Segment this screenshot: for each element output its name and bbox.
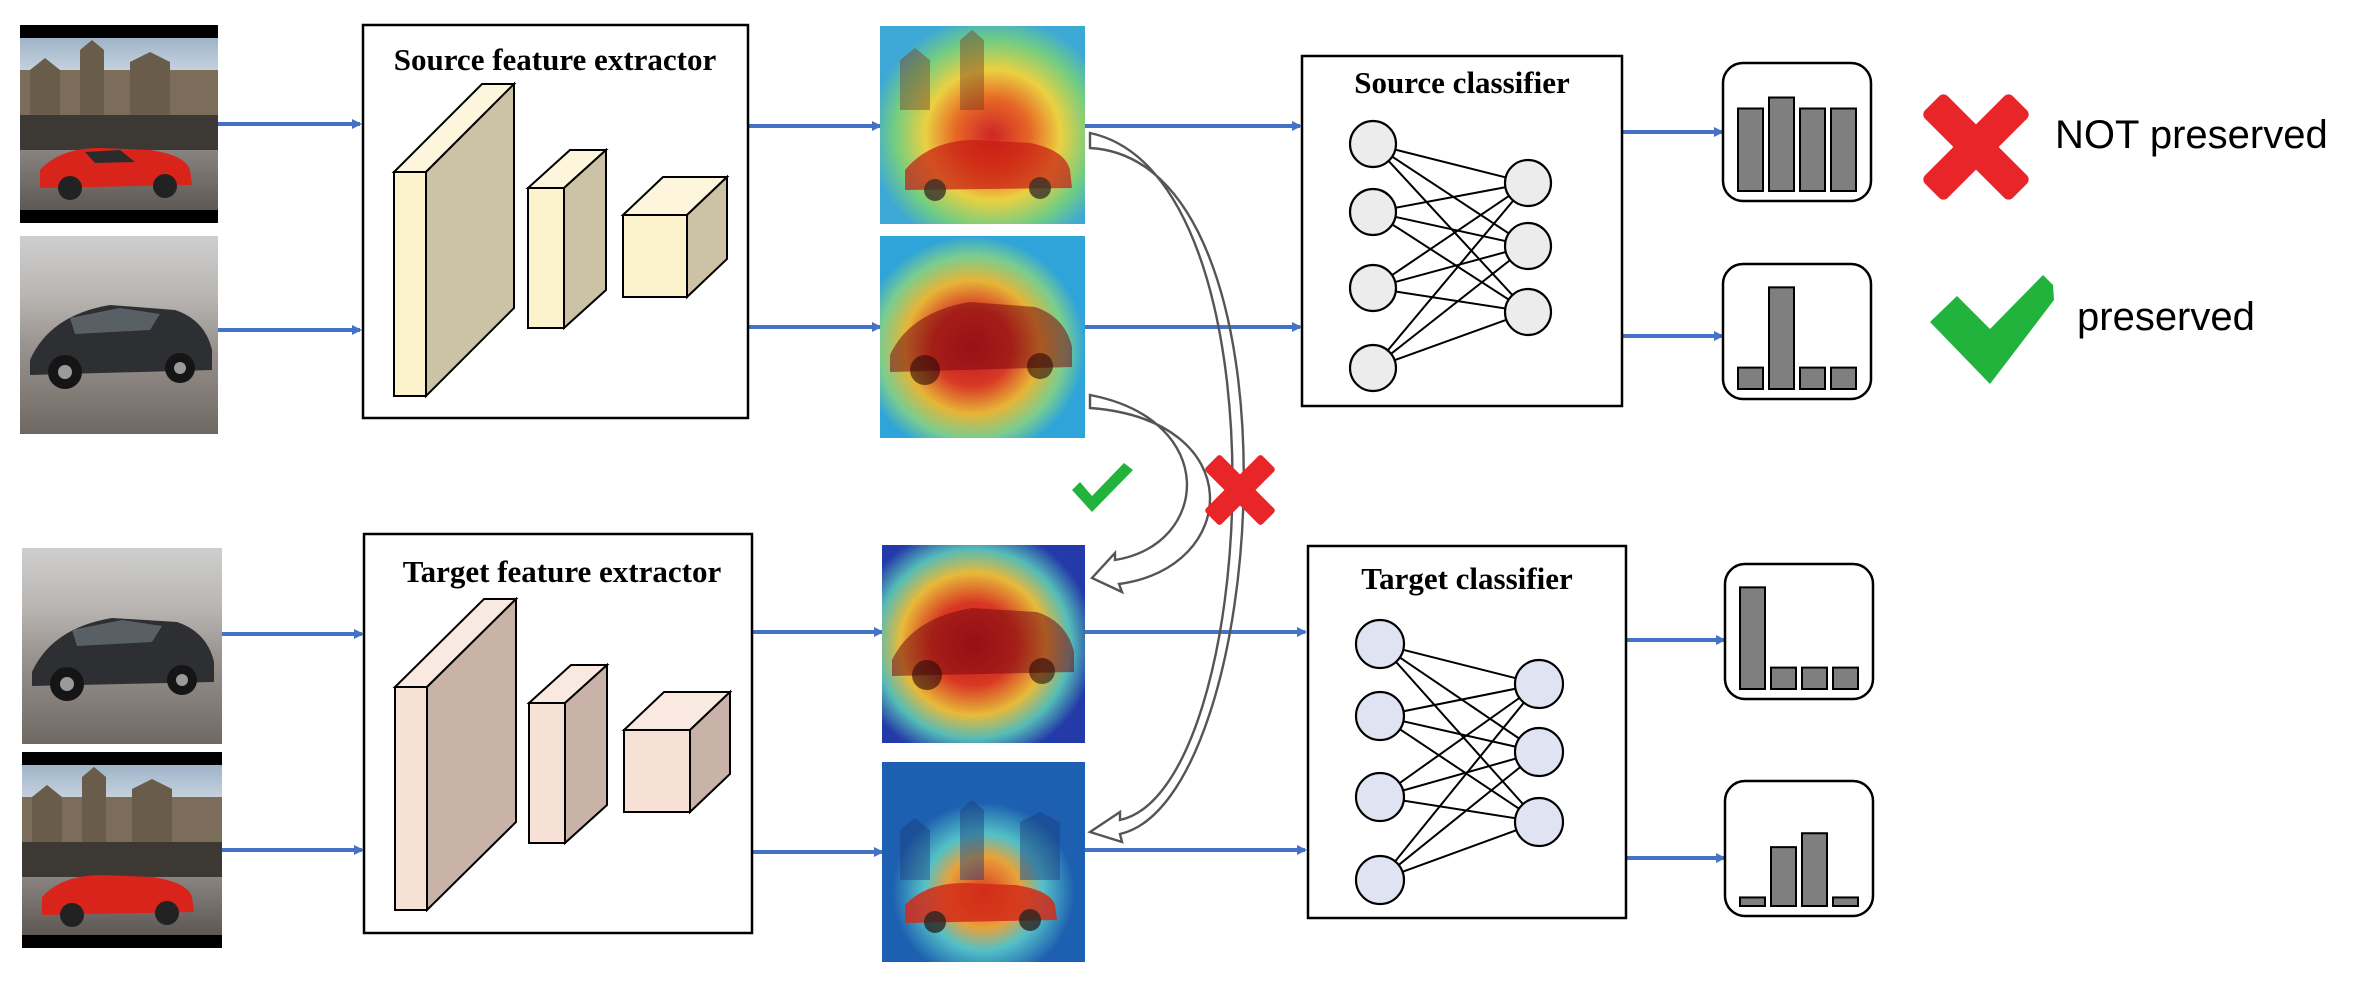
target-output-node — [1513, 726, 1565, 778]
histogram-target-sedan — [1723, 562, 1875, 701]
heatmap-source-sedan — [880, 236, 1085, 438]
output-histograms — [1721, 61, 1875, 918]
source-feature-extractor: Source feature extractor — [361, 23, 750, 420]
source-extractor-title: Source feature extractor — [394, 42, 717, 77]
cross-icon — [1205, 455, 1275, 525]
histogram-bar — [1739, 896, 1766, 908]
target-conv-block-1 — [392, 596, 519, 913]
heatmap-source-sportscar — [880, 26, 1085, 224]
target-conv-block-3 — [621, 689, 733, 815]
histogram-bar — [1737, 366, 1764, 391]
target-input-node — [1354, 690, 1406, 742]
source-output-node — [1503, 158, 1553, 208]
heatmap-target-sportscar — [882, 762, 1085, 962]
transfer-arrow-not-preserved-outer — [1087, 131, 1245, 844]
input-photo-source-sedan — [20, 236, 218, 434]
input-photo-source-sportscar — [20, 25, 218, 223]
source-classifier-edges — [1372, 143, 1529, 369]
source-output-node — [1503, 287, 1553, 337]
histogram-bar — [1832, 666, 1859, 690]
source-input-node — [1348, 119, 1398, 169]
legend-preserved-label: preserved — [2077, 295, 2255, 339]
target-output-node — [1513, 658, 1565, 710]
input-photo-target-sportscar — [22, 752, 222, 948]
source-input-node — [1348, 343, 1398, 393]
histogram-bar — [1830, 107, 1857, 192]
histogram-bar — [1739, 586, 1766, 690]
histogram-bar — [1768, 96, 1795, 192]
histogram-target-sportscar — [1723, 779, 1875, 918]
target-classifier-box — [1306, 544, 1628, 920]
attention-transfer-arrows — [1087, 131, 1245, 844]
legend: NOT preserved preserved — [1923, 94, 2328, 384]
histogram-bar — [1768, 286, 1795, 391]
target-classifier-title: Target classifier — [1361, 561, 1573, 596]
check-icon — [1072, 463, 1133, 512]
flow-arrows — [218, 119, 1726, 863]
target-conv-block-2 — [526, 662, 610, 846]
target-input-node — [1354, 854, 1406, 906]
histogram-bar — [1832, 896, 1859, 908]
target-output-node — [1513, 796, 1565, 848]
histogram-bar — [1801, 832, 1828, 907]
target-input-node — [1354, 618, 1406, 670]
source-output-node — [1503, 221, 1553, 271]
source-conv-block-3 — [620, 174, 730, 300]
check-icon — [1930, 275, 2054, 384]
histogram-bar — [1770, 666, 1797, 690]
histogram-bar — [1799, 107, 1826, 192]
legend-not-preserved-label: NOT preserved — [2055, 113, 2328, 157]
target-classifier: Target classifier — [1306, 544, 1628, 920]
histogram-bar — [1770, 846, 1797, 908]
source-classifier-title: Source classifier — [1354, 65, 1570, 100]
source-conv-block-1 — [391, 81, 517, 399]
target-extractor-title: Target feature extractor — [403, 554, 722, 589]
histogram-bar — [1830, 366, 1857, 391]
histogram-source-sedan — [1721, 262, 1873, 401]
target-input-node — [1354, 771, 1406, 823]
transfer-arrow-preserved — [1088, 393, 1212, 595]
source-classifier: Source classifier — [1300, 54, 1624, 408]
source-input-node — [1348, 263, 1398, 313]
cross-icon — [1923, 94, 2029, 200]
target-feature-extractor: Target feature extractor — [362, 532, 754, 935]
heatmap-target-sedan — [882, 545, 1085, 743]
histogram-frame — [1723, 779, 1875, 918]
histogram-frame — [1721, 262, 1873, 401]
input-photo-target-sedan — [22, 548, 222, 744]
source-conv-block-2 — [525, 147, 609, 331]
histogram-bar — [1801, 666, 1828, 690]
histogram-bar — [1737, 107, 1764, 192]
histogram-bar — [1799, 366, 1826, 391]
target-classifier-edges — [1379, 643, 1540, 881]
histogram-source-sportscar — [1721, 61, 1873, 203]
source-input-node — [1348, 187, 1398, 237]
